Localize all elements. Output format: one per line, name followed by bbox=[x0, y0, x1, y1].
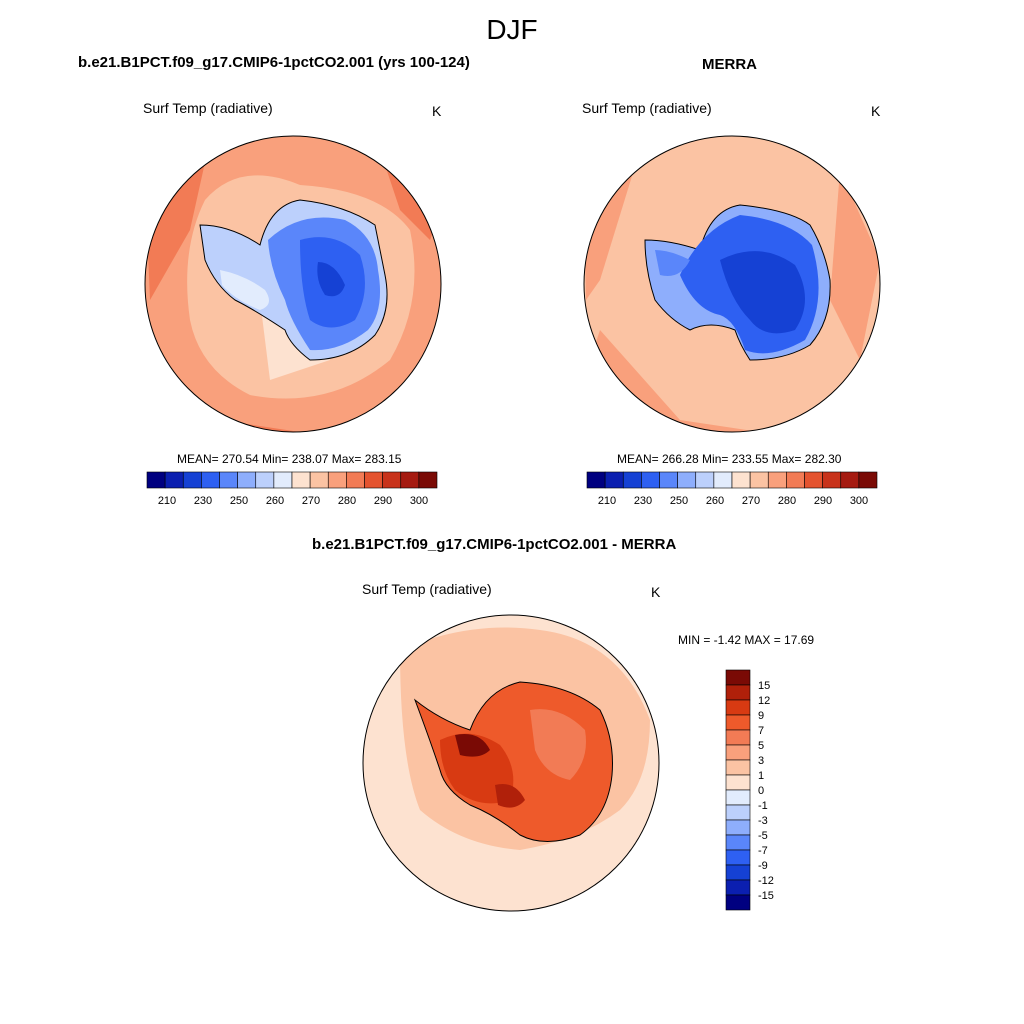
obs-colorbar-swatch bbox=[641, 471, 660, 489]
obs-colorbar-tick: 290 bbox=[814, 495, 832, 507]
diff-colorbar-tick: -12 bbox=[758, 875, 774, 887]
diff-colorbar-swatch bbox=[725, 744, 751, 761]
model-colorbar-tick: 290 bbox=[374, 495, 392, 507]
obs-colorbar: 210 230 250 260 270 280 290 300 bbox=[586, 471, 878, 507]
diff-colorbar-tick: -9 bbox=[758, 860, 768, 872]
diff-colorbar-swatch bbox=[725, 789, 751, 806]
obs-colorbar-tick: 270 bbox=[742, 495, 760, 507]
model-colorbar-swatch bbox=[237, 471, 257, 489]
obs-colorbar-swatch bbox=[786, 471, 805, 489]
model-colorbar-swatch bbox=[146, 471, 166, 489]
obs-panel-title: MERRA bbox=[702, 56, 757, 73]
obs-colorbar-swatch bbox=[731, 471, 751, 489]
obs-colorbar-swatch bbox=[749, 471, 769, 489]
obs-colorbar-tick: 300 bbox=[850, 495, 868, 507]
diff-colorbar-swatch bbox=[725, 879, 751, 896]
model-map bbox=[144, 135, 442, 433]
diff-colorbar-tick: -5 bbox=[758, 830, 768, 842]
model-colorbar-tick: 250 bbox=[230, 495, 248, 507]
model-colorbar-swatch bbox=[201, 471, 220, 489]
diff-colorbar-swatch bbox=[725, 774, 751, 791]
model-colorbar-swatch bbox=[291, 471, 311, 489]
model-colorbar-swatch bbox=[364, 471, 383, 489]
obs-variable-label: Surf Temp (radiative) bbox=[582, 100, 712, 116]
diff-colorbar-swatch bbox=[725, 804, 751, 821]
diff-stats: MIN = -1.42 MAX = 17.69 bbox=[678, 633, 815, 647]
diff-colorbar-tick: 12 bbox=[758, 695, 770, 707]
obs-units-label: K bbox=[871, 103, 881, 119]
model-colorbar-swatch bbox=[418, 471, 438, 489]
model-colorbar-tick: 260 bbox=[266, 495, 284, 507]
model-units-label: K bbox=[432, 103, 442, 119]
diff-colorbar-swatch bbox=[725, 864, 751, 881]
diff-colorbar-swatch bbox=[725, 894, 751, 911]
obs-colorbar-tick: 230 bbox=[634, 495, 652, 507]
diff-colorbar-swatch bbox=[725, 729, 751, 746]
obs-colorbar-tick: 280 bbox=[778, 495, 796, 507]
diff-colorbar-swatch bbox=[725, 849, 751, 866]
diff-units-label: K bbox=[651, 584, 661, 600]
obs-colorbar-swatch bbox=[767, 471, 787, 489]
model-variable-label: Surf Temp (radiative) bbox=[143, 100, 273, 116]
diff-colorbar-tick: 7 bbox=[758, 725, 764, 737]
model-colorbar-swatch bbox=[327, 471, 347, 489]
model-colorbar-tick: 280 bbox=[338, 495, 356, 507]
diff-colorbar-swatch bbox=[725, 699, 751, 716]
obs-colorbar-swatch bbox=[622, 471, 642, 489]
diff-colorbar-tick: -7 bbox=[758, 845, 768, 857]
diff-map bbox=[362, 614, 660, 912]
diff-panel-title: b.e21.B1PCT.f09_g17.CMIP6-1pctCO2.001 - … bbox=[312, 536, 677, 553]
diff-colorbar-tick: -3 bbox=[758, 815, 768, 827]
diff-colorbar-tick: 0 bbox=[758, 785, 764, 797]
model-colorbar-swatch bbox=[182, 471, 202, 489]
diff-colorbar-tick: 9 bbox=[758, 710, 764, 722]
obs-colorbar-swatch bbox=[840, 471, 860, 489]
obs-colorbar-tick: 210 bbox=[598, 495, 616, 507]
diff-colorbar-swatch bbox=[725, 834, 751, 851]
obs-colorbar-swatch bbox=[858, 471, 878, 489]
diff-colorbar-swatch bbox=[725, 819, 751, 836]
model-colorbar: 210 230 250 260 270 280 290 300 bbox=[146, 471, 438, 507]
obs-stats: MEAN= 266.28 Min= 233.55 Max= 282.30 bbox=[617, 452, 842, 466]
obs-colorbar-swatch bbox=[695, 471, 715, 489]
obs-colorbar-swatch bbox=[659, 471, 678, 489]
model-colorbar-tick: 270 bbox=[302, 495, 320, 507]
diff-colorbar-swatch bbox=[725, 714, 751, 731]
model-colorbar-swatch bbox=[219, 471, 238, 489]
diff-variable-label: Surf Temp (radiative) bbox=[362, 581, 492, 597]
model-panel-title: b.e21.B1PCT.f09_g17.CMIP6-1pctCO2.001 (y… bbox=[78, 54, 470, 71]
obs-colorbar-tick: 250 bbox=[670, 495, 688, 507]
diff-colorbar-tick: -15 bbox=[758, 890, 774, 902]
obs-colorbar-swatch bbox=[804, 471, 823, 489]
obs-map bbox=[583, 135, 881, 433]
model-colorbar-swatch bbox=[273, 471, 293, 489]
obs-colorbar-swatch bbox=[713, 471, 733, 489]
obs-colorbar-swatch bbox=[677, 471, 697, 489]
figure-title: DJF bbox=[486, 14, 538, 45]
model-colorbar-swatch bbox=[309, 471, 329, 489]
model-colorbar-swatch bbox=[164, 471, 184, 489]
diff-colorbar-tick: 3 bbox=[758, 755, 764, 767]
diff-colorbar-swatch bbox=[725, 759, 751, 776]
model-colorbar-swatch bbox=[400, 471, 420, 489]
model-stats: MEAN= 270.54 Min= 238.07 Max= 283.15 bbox=[177, 452, 402, 466]
diff-colorbar-tick: 15 bbox=[758, 680, 770, 692]
obs-colorbar-swatch bbox=[822, 471, 842, 489]
model-colorbar-tick: 210 bbox=[158, 495, 176, 507]
diff-colorbar-tick: -1 bbox=[758, 800, 768, 812]
obs-colorbar-swatch bbox=[586, 471, 606, 489]
model-colorbar-tick: 300 bbox=[410, 495, 428, 507]
diff-colorbar-swatch bbox=[725, 669, 751, 686]
diff-colorbar-tick: 5 bbox=[758, 740, 764, 752]
diff-colorbar-tick: 1 bbox=[758, 770, 764, 782]
diff-colorbar-swatch bbox=[725, 684, 751, 701]
model-colorbar-swatch bbox=[382, 471, 402, 489]
diff-colorbar: 15 12 9 7 5 3 1 0 -1 -3 -5 -7 -9 -12 -15 bbox=[725, 669, 774, 911]
obs-colorbar-tick: 260 bbox=[706, 495, 724, 507]
model-colorbar-swatch bbox=[346, 471, 365, 489]
obs-colorbar-swatch bbox=[604, 471, 624, 489]
model-colorbar-tick: 230 bbox=[194, 495, 212, 507]
model-colorbar-swatch bbox=[255, 471, 275, 489]
